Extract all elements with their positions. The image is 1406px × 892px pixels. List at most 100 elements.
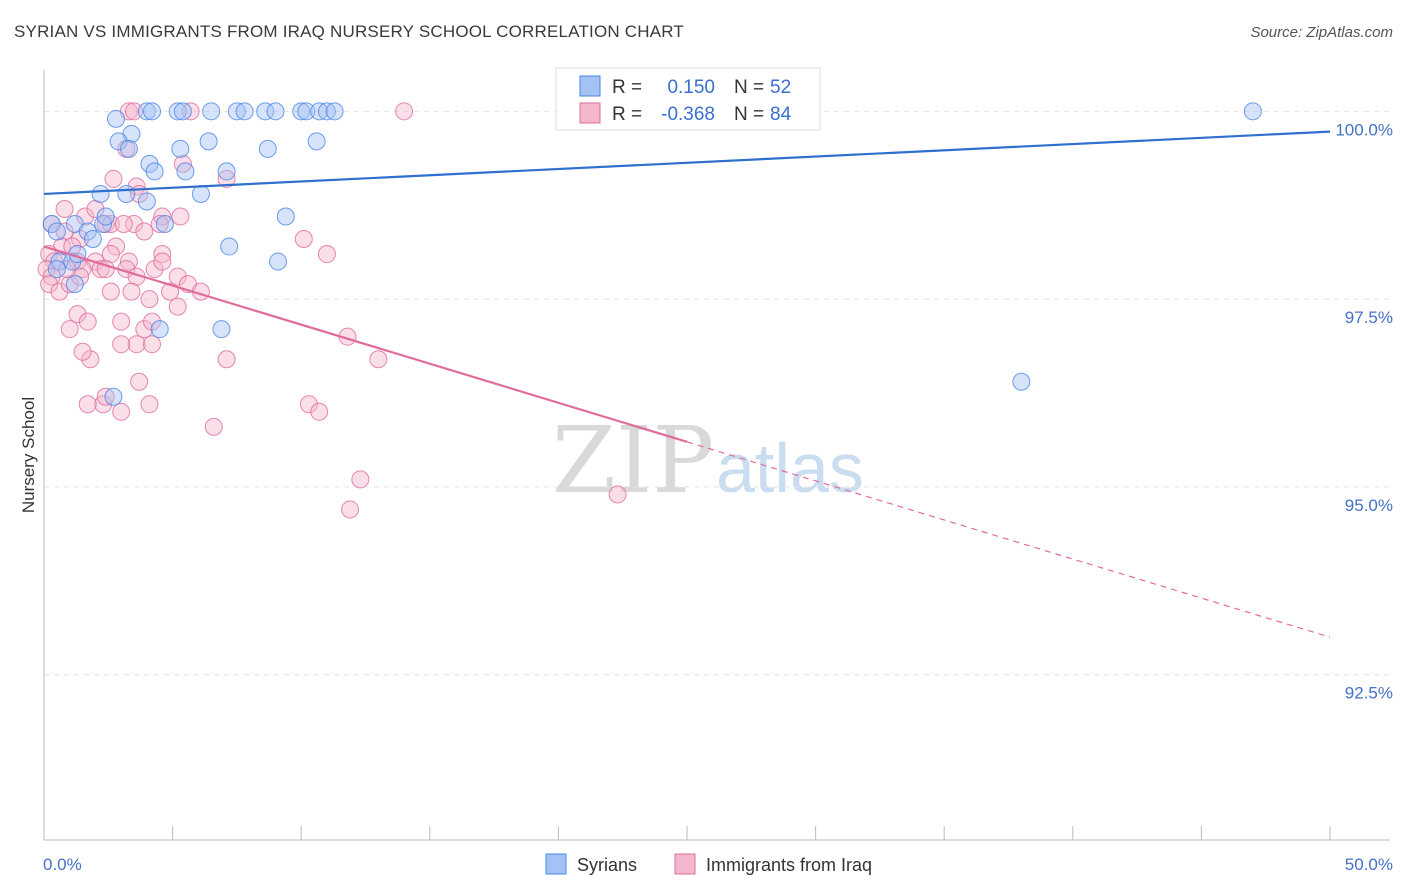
syrian-point [94, 215, 113, 233]
iraq-point [135, 320, 154, 339]
trendline-iraq-extrapolated [686, 441, 1331, 638]
syrian-point [212, 320, 231, 339]
y-tick-label: 95.0% [1345, 496, 1393, 515]
syrian-point [220, 237, 239, 256]
trendline-syrians [43, 130, 1331, 196]
syrian-point [47, 222, 66, 241]
syrian-point [199, 132, 218, 151]
iraq-point [168, 267, 187, 286]
iraq-point [153, 207, 172, 226]
syrian-point [143, 102, 162, 121]
syrian-point [256, 102, 275, 121]
syrian-point [47, 260, 66, 279]
syrian-point [50, 252, 69, 271]
iraq-point [119, 252, 138, 271]
iraq-point [140, 290, 159, 309]
stats-legend-n-label-iraq: N = [734, 104, 764, 125]
y-tick-label: 97.5% [1345, 308, 1393, 327]
iraq-point [143, 335, 162, 354]
syrian-point [168, 102, 187, 121]
iraq-point [310, 402, 329, 421]
syrian-point [109, 132, 128, 151]
iraq-point [608, 485, 627, 504]
syrian-point [150, 320, 169, 339]
bottom-legend-swatch-syrians [545, 853, 567, 875]
iraq-point [299, 395, 318, 414]
syrian-point [137, 192, 156, 211]
syrian-point [266, 102, 285, 121]
iraq-point [112, 402, 131, 421]
bottom-legend-label-iraq: Immigrants from Iraq [706, 855, 872, 875]
syrian-point [119, 139, 138, 158]
iraq-point [127, 335, 146, 354]
syrian-point [325, 102, 344, 121]
iraq-point [140, 395, 159, 414]
syrian-point [317, 102, 336, 121]
y-tick-label: 100.0% [1335, 120, 1393, 139]
syrian-point [117, 184, 136, 203]
x-tick-labels: 0.0% 50.0% [43, 855, 1393, 874]
stats-legend-n-iraq: 84 [770, 104, 792, 125]
syrian-point [297, 102, 316, 121]
iraq-point [112, 312, 131, 331]
iraq-point [101, 282, 120, 301]
syrian-point [217, 162, 236, 181]
y-tick-labels: 100.0% 97.5% 95.0% 92.5% [1335, 120, 1393, 702]
stats-legend-n-syrians: 52 [770, 77, 791, 98]
iraq-point [60, 320, 79, 339]
iraq-point [341, 500, 360, 519]
syrian-point [276, 207, 295, 226]
iraq-point [104, 169, 123, 188]
iraq-point [125, 102, 144, 121]
syrian-point [176, 162, 195, 181]
axes [43, 70, 1390, 841]
stats-legend: R = 0.150 N = 52 R = -0.368 N = 84 [555, 67, 821, 131]
syrian-point [155, 215, 174, 233]
iraq-point [130, 372, 149, 391]
syrian-point [307, 132, 326, 151]
syrian-point [310, 102, 329, 121]
iraq-point [168, 297, 187, 316]
iraq-point [94, 395, 113, 414]
iraq-point [125, 215, 144, 233]
stats-legend-r-label-iraq: R = [612, 104, 642, 125]
iraq-point [153, 252, 172, 271]
syrian-point [96, 207, 115, 226]
iraq-point [78, 395, 97, 414]
series-syrians-points [42, 102, 1262, 406]
chart-source: Source: ZipAtlas.com [1250, 24, 1393, 41]
stats-legend-n-label-syrians: N = [734, 77, 764, 98]
y-tick-label: 92.5% [1345, 684, 1393, 703]
trendlines [43, 130, 1331, 638]
x-tick-label-min: 0.0% [43, 855, 82, 874]
syrian-point [145, 162, 164, 181]
chart-title: SYRIAN VS IMMIGRANTS FROM IRAQ NURSERY S… [14, 22, 685, 41]
syrian-point [107, 109, 126, 128]
iraq-point [96, 387, 115, 406]
iraq-point [217, 350, 236, 369]
iraq-point [76, 207, 95, 226]
syrian-point [104, 387, 123, 406]
iraq-point [68, 305, 87, 324]
syrian-point [91, 184, 110, 203]
bottom-legend: Syrians Immigrants from Iraq [545, 853, 872, 875]
iraq-point [217, 169, 236, 188]
stats-legend-r-syrians: 0.150 [667, 77, 715, 98]
gridlines [44, 110, 1390, 676]
iraq-point [101, 245, 120, 264]
iraq-point [171, 207, 190, 226]
series-iraq-points [37, 102, 627, 519]
iraq-point [114, 215, 133, 233]
y-axis-label: Nursery School [19, 397, 38, 513]
stats-legend-r-label-syrians: R = [612, 77, 642, 98]
watermark-atlas: atlas [716, 429, 864, 507]
iraq-point [173, 154, 192, 173]
syrian-point [173, 102, 192, 121]
iraq-point [40, 275, 59, 294]
trendline-iraq [43, 245, 688, 443]
x-tick-label-max: 50.0% [1345, 855, 1393, 874]
iraq-point [143, 312, 162, 331]
iraq-point [395, 102, 414, 121]
iraq-point [181, 102, 200, 121]
iraq-point [50, 282, 69, 301]
